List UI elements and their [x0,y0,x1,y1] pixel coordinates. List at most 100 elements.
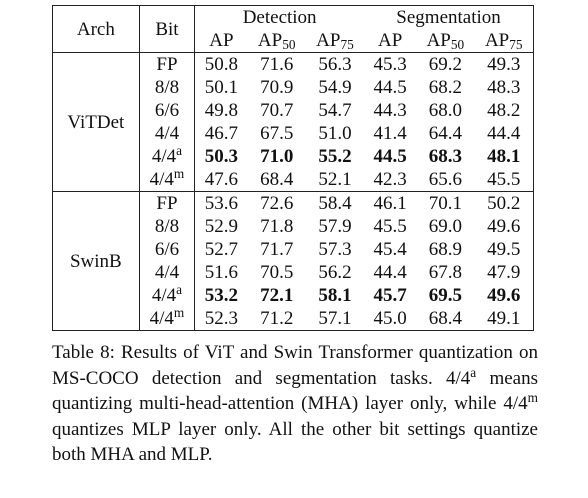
group-header: Segmentation [396,7,501,28]
bit-label: FP [156,54,178,75]
bit-superscript: a [176,282,183,297]
value-cell: 50.3 [204,146,239,167]
value-cell: 55.2 [318,146,352,167]
data-row: 4/4 46.7 67.5 51.0 41.4 64.4 44.4 [53,122,534,145]
bit-label: 4/4 [149,169,174,190]
value-cell: 45.7 [373,285,407,306]
value-cell: 56.2 [318,262,352,283]
value-cell: 53.2 [204,285,239,306]
value-cell: 53.6 [204,193,239,214]
value-cell: 54.9 [318,77,352,98]
value-cell: 69.2 [428,54,462,75]
value-cell: 57.9 [318,216,352,237]
data-row: 4/4a 50.3 71.0 55.2 44.5 68.3 48.1 [53,143,534,168]
value-cell: 56.3 [318,54,352,75]
bit-cell: 4/4m [139,167,196,192]
value-cell: 52.9 [204,216,239,237]
bit-header: Bit [139,5,196,53]
arch-cell: SwinB [52,191,140,331]
value-cell: 64.4 [428,123,462,144]
bit-superscript: a [176,143,183,158]
value-cell: 57.3 [318,239,352,260]
value-cell: 44.4 [487,123,521,144]
metric-name: AP [484,30,510,51]
value-cell: 45.0 [373,308,407,329]
value-cell: 44.4 [373,262,407,283]
value-cell: 47.9 [487,262,521,283]
value-cell: 58.4 [318,193,352,214]
metric-name: AP [378,30,403,51]
value-cell: 68.4 [260,169,294,190]
value-cell: 70.5 [260,262,294,283]
value-cell: 72.6 [260,193,294,214]
data-row: 8/8 50.1 70.9 54.9 44.5 68.2 48.3 [53,76,534,99]
bit-label: 4/4 [154,123,180,144]
bit-label: 6/6 [154,239,180,260]
value-cell: 49.5 [487,239,521,260]
value-cell: 50.2 [487,193,521,214]
data-row: 4/4m 52.3 71.2 57.1 45.0 68.4 49.1 [53,306,534,331]
value-cell: 52.1 [318,169,352,190]
value-cell: 65.6 [428,169,462,190]
value-cell: 58.1 [318,285,352,306]
bit-cell: 6/6 [139,99,196,122]
value-cell: 71.0 [260,146,294,167]
caption-text: Table 8: Results of ViT and Swin Transfo… [52,342,538,389]
value-cell: 68.2 [428,77,462,98]
value-cell: 49.1 [487,308,521,329]
value-cell: 46.1 [373,193,407,214]
group-header: Detection [242,7,317,28]
bit-label: FP [156,193,178,214]
value-cell: 45.3 [373,54,407,75]
value-cell: 70.7 [260,100,294,121]
bit-cell: 8/8 [139,215,196,238]
value-cell: 48.2 [487,100,521,121]
value-cell: 71.7 [260,239,294,260]
value-cell: 50.8 [204,54,239,75]
value-cell: 69.5 [428,285,462,306]
value-cell: 42.3 [373,169,407,190]
value-cell: 41.4 [373,123,407,144]
value-cell: 51.6 [204,262,239,283]
arch-header: Arch [52,5,140,53]
bit-label: 4/4 [151,285,177,306]
metric-row: AP AP50 AP75 AP AP50 AP75 [53,29,534,53]
data-row: ViTDet FP 50.8 71.6 56.3 45.3 69.2 49.3 [52,52,534,192]
value-cell: 68.9 [428,239,462,260]
value-cell: 47.6 [204,169,239,190]
metric-header: AP [194,29,248,53]
value-cell: 48.1 [487,146,521,167]
value-cell: 51.0 [318,123,352,144]
caption-text: quantizes MLP layer only. All the other … [52,418,538,466]
data-row: 4/4 51.6 70.5 56.2 44.4 67.8 47.9 [53,261,534,284]
value-cell: 68.4 [428,308,462,329]
value-cell: 44.3 [373,100,407,121]
value-cell: 49.6 [487,216,521,237]
value-cell: 48.3 [487,77,521,98]
metric-header: AP50 [247,29,306,53]
value-cell: 71.8 [260,216,294,237]
value-cell: 69.0 [428,216,462,237]
value-cell: 70.1 [428,193,462,214]
bit-label: 8/8 [154,77,180,98]
value-cell: 46.7 [204,123,239,144]
caption-text: means quantizing multi-head-attention (M… [52,367,539,415]
bit-cell: 8/8 [139,76,196,99]
value-cell: 54.7 [318,100,352,121]
value-cell: 44.5 [373,77,407,98]
metric-name: AP [209,30,234,51]
results-table: Arch Bit Detection Segmentation AP AP50 AP75 AP… [52,5,534,331]
value-cell: 68.3 [428,146,462,167]
value-cell: 67.5 [260,123,294,144]
caption: Table 8: Results of ViT and Swin Transfo… [52,340,538,468]
value-cell: 70.9 [260,77,294,98]
bit-label: 4/4 [149,308,174,329]
value-cell: 68.0 [428,100,462,121]
value-cell: 52.7 [204,239,239,260]
bit-label: 8/8 [154,216,180,237]
bit-label: 6/6 [154,100,180,121]
metric-header: AP50 [416,29,475,53]
metric-subscript: 50 [282,37,296,52]
value-cell: 52.3 [204,308,239,329]
